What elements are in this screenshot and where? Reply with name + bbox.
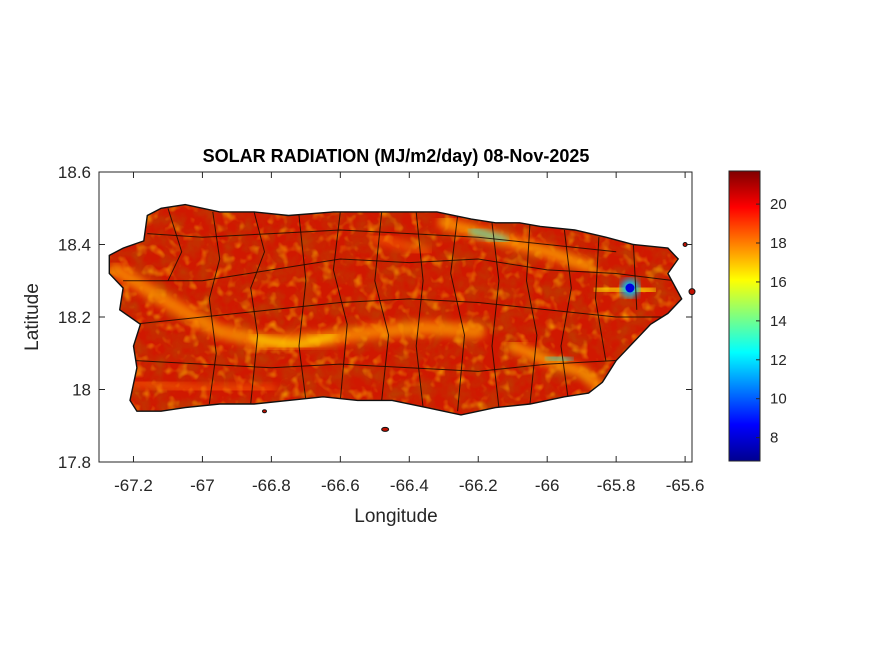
x-axis-label: Longitude — [354, 506, 437, 527]
municipal-boundary — [332, 211, 348, 401]
colorbar-tick-label: 16 — [770, 274, 787, 291]
colorbar — [728, 170, 761, 462]
coastline — [108, 203, 683, 416]
municipal-boundary — [250, 211, 266, 405]
heatmap-field — [109, 204, 682, 415]
x-tick-label: -66.4 — [390, 476, 429, 495]
y-tick-label: 18.2 — [58, 308, 91, 327]
municipal-boundary — [450, 215, 466, 412]
band-southeast-orange — [507, 340, 605, 392]
heatmap-island — [108, 203, 696, 432]
municipal-boundary — [374, 211, 390, 401]
low-value-blue — [625, 283, 635, 293]
municipal-boundary — [415, 211, 424, 408]
municipal-boundary — [560, 229, 572, 397]
municipal-boundary — [123, 258, 675, 282]
colorbar-tick-label: 18 — [770, 235, 787, 252]
axis-ticks: -67.2 -67 -66.8 -66.6 -66.4 -66.2 -66 -65.8 -65.… — [58, 163, 705, 495]
municipal-boundary — [298, 215, 307, 401]
municipal-boundary — [491, 222, 500, 408]
band-north-faint — [369, 232, 432, 257]
islet — [688, 288, 696, 296]
islet — [381, 426, 390, 432]
x-tick-label: -66.2 — [459, 476, 498, 495]
y-tick-label: 17.8 — [58, 453, 91, 472]
y-tick-label: 18.4 — [58, 236, 91, 255]
municipal-boundary — [133, 298, 665, 325]
colorbar-tick-label: 10 — [770, 391, 787, 408]
band-southwest-orange — [129, 377, 276, 394]
colorbar-ticks: 8 10 12 14 16 18 20 — [756, 196, 787, 447]
colorbar-tick-label: 8 — [770, 430, 778, 447]
municipal-boundary — [594, 237, 607, 361]
x-tick-label: -66.8 — [252, 476, 291, 495]
chart-title: SOLAR RADIATION (MJ/m2/day) 08-Nov-2025 — [203, 146, 590, 166]
x-tick-label: -67 — [190, 476, 215, 495]
islet — [261, 409, 267, 414]
y-axis-label: Latitude — [22, 283, 43, 351]
municipal-boundary — [167, 208, 183, 282]
municipal-boundary — [208, 211, 221, 405]
x-tick-label: -67.2 — [114, 476, 153, 495]
y-tick-label: 18 — [72, 381, 91, 400]
x-tick-label: -66.6 — [321, 476, 360, 495]
band-southeast-cyan — [544, 354, 574, 363]
municipal-boundary — [133, 360, 617, 372]
colorbar-tick-label: 14 — [770, 313, 787, 330]
x-tick-label: -65.6 — [666, 476, 705, 495]
colorbar-tick-label: 20 — [770, 196, 787, 213]
x-tick-label: -66 — [535, 476, 560, 495]
municipal-boundary — [632, 244, 638, 310]
y-tick-label: 18.6 — [58, 163, 91, 182]
colorbar-tick-label: 12 — [770, 352, 787, 369]
municipal-boundary — [147, 229, 617, 253]
municipal-boundaries — [123, 208, 675, 412]
x-tick-label: -65.8 — [597, 476, 636, 495]
